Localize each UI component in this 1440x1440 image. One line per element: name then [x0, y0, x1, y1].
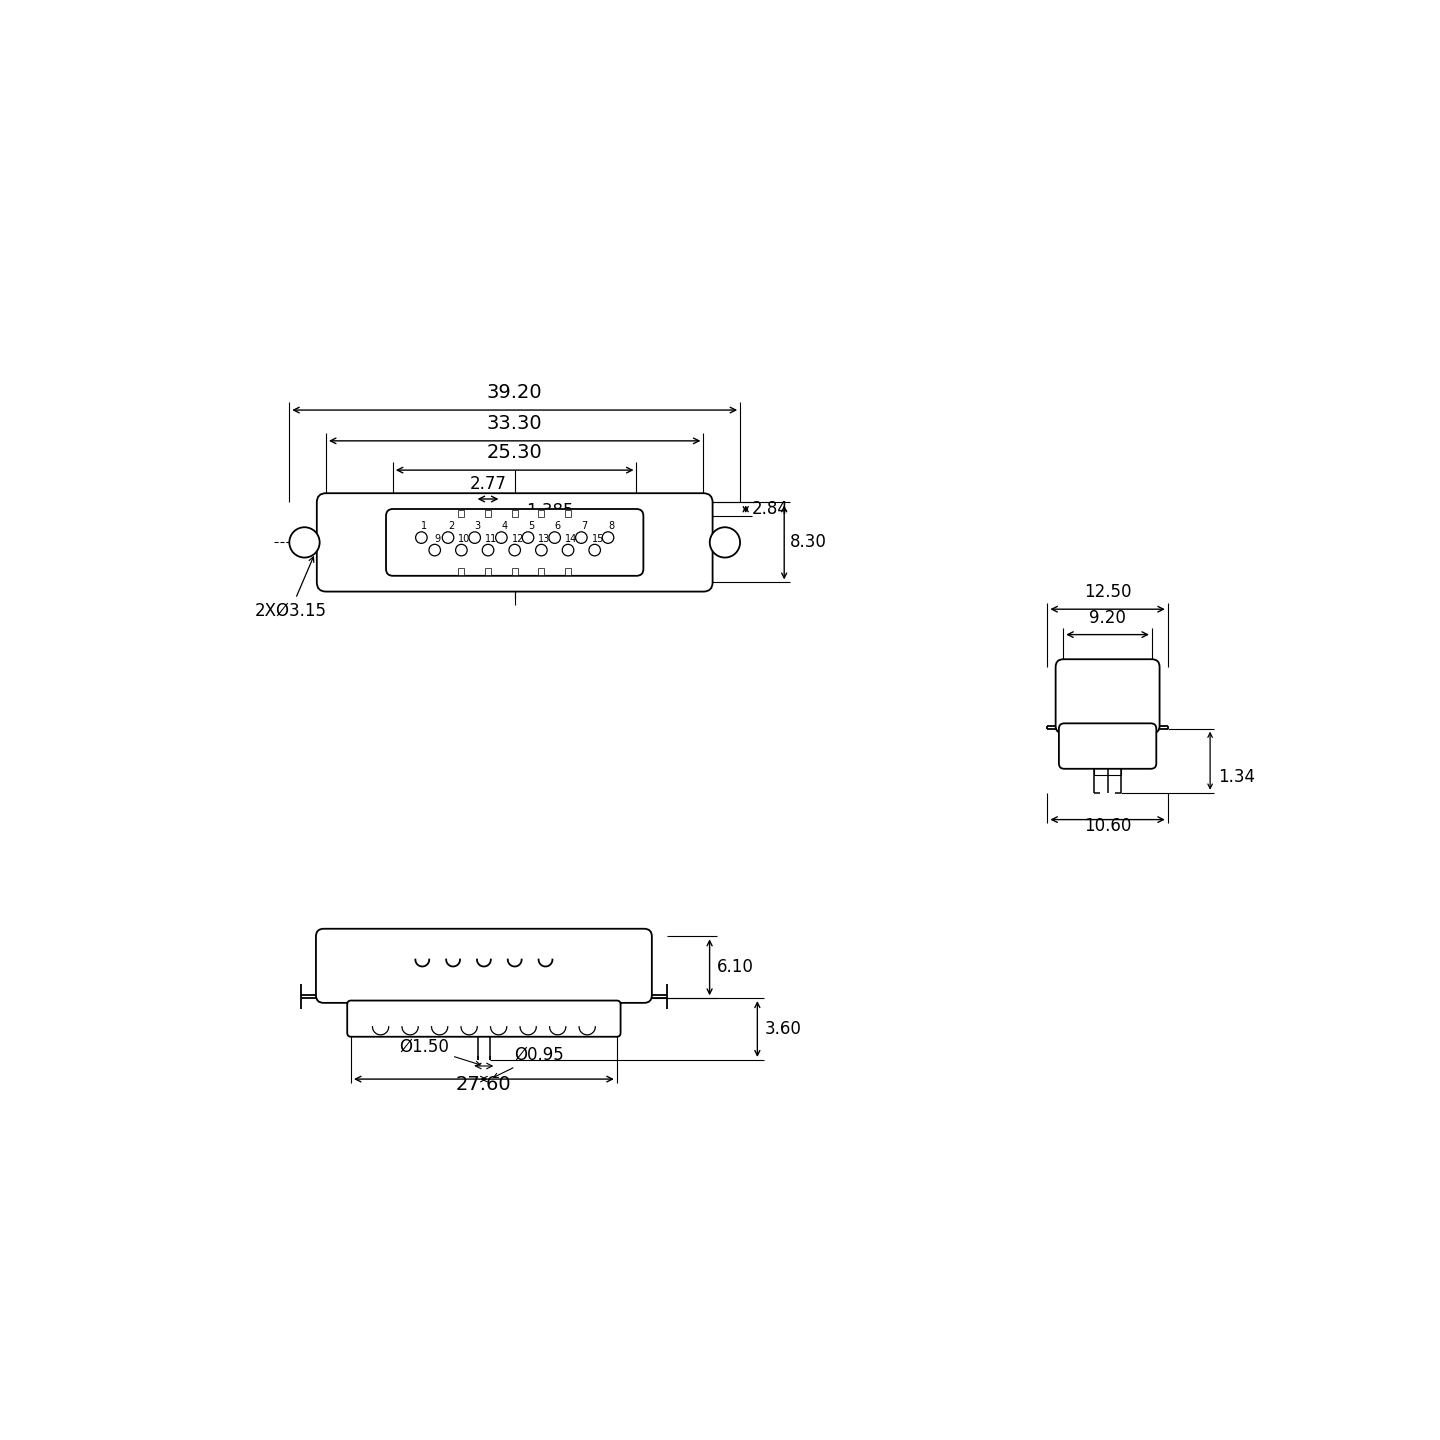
Circle shape — [482, 544, 494, 556]
Text: 6.10: 6.10 — [717, 959, 755, 976]
Circle shape — [469, 531, 481, 543]
Bar — [511, 510, 518, 517]
Circle shape — [523, 531, 534, 543]
Text: 1.34: 1.34 — [1218, 769, 1254, 786]
Circle shape — [602, 531, 613, 543]
Circle shape — [495, 531, 507, 543]
Text: 4: 4 — [501, 521, 507, 531]
Bar — [539, 510, 544, 517]
Circle shape — [536, 544, 547, 556]
Text: 39.20: 39.20 — [487, 383, 543, 402]
FancyBboxPatch shape — [315, 929, 652, 1002]
Circle shape — [710, 527, 740, 557]
Bar — [485, 510, 491, 517]
Circle shape — [289, 527, 320, 557]
Text: 9: 9 — [435, 534, 441, 543]
Text: 1: 1 — [422, 521, 428, 531]
FancyBboxPatch shape — [1056, 660, 1159, 733]
Text: 6: 6 — [554, 521, 560, 531]
Circle shape — [589, 544, 600, 556]
Text: 7: 7 — [582, 521, 588, 531]
Text: 2.84: 2.84 — [752, 500, 789, 518]
Circle shape — [576, 531, 588, 543]
Bar — [539, 569, 544, 575]
Text: Ø0.95: Ø0.95 — [494, 1045, 564, 1077]
Circle shape — [549, 531, 560, 543]
Text: 3.60: 3.60 — [765, 1020, 802, 1038]
Text: 10: 10 — [458, 534, 471, 543]
Text: Ø1.50: Ø1.50 — [399, 1038, 480, 1066]
Text: 3: 3 — [475, 521, 481, 531]
Text: 8.30: 8.30 — [791, 533, 827, 552]
Text: 2: 2 — [448, 521, 454, 531]
Circle shape — [429, 544, 441, 556]
Circle shape — [562, 544, 573, 556]
Text: 33.30: 33.30 — [487, 415, 543, 433]
Bar — [564, 510, 572, 517]
Text: 15: 15 — [592, 534, 603, 543]
Bar — [564, 569, 572, 575]
Text: 9.20: 9.20 — [1089, 609, 1126, 626]
Text: 11: 11 — [485, 534, 497, 543]
Text: Uking: Uking — [390, 508, 638, 583]
Text: 25.30: 25.30 — [487, 444, 543, 462]
Bar — [458, 569, 465, 575]
FancyBboxPatch shape — [386, 508, 644, 576]
Circle shape — [416, 531, 428, 543]
Circle shape — [508, 544, 520, 556]
Text: 10.60: 10.60 — [1084, 816, 1132, 835]
Text: 27.60: 27.60 — [456, 1076, 511, 1094]
Text: 1.385: 1.385 — [526, 501, 573, 520]
Text: 2.77: 2.77 — [469, 475, 507, 492]
FancyBboxPatch shape — [317, 494, 713, 592]
Text: 5: 5 — [528, 521, 534, 531]
Text: 12: 12 — [511, 534, 524, 543]
Text: 8: 8 — [608, 521, 613, 531]
Text: 13: 13 — [539, 534, 550, 543]
Bar — [458, 510, 465, 517]
Circle shape — [455, 544, 467, 556]
Bar — [485, 569, 491, 575]
Bar — [511, 569, 518, 575]
Text: 12.50: 12.50 — [1084, 583, 1132, 602]
FancyBboxPatch shape — [347, 1001, 621, 1037]
Text: 14: 14 — [564, 534, 577, 543]
FancyBboxPatch shape — [1058, 723, 1156, 769]
Text: 2XØ3.15: 2XØ3.15 — [255, 557, 327, 619]
Circle shape — [442, 531, 454, 543]
